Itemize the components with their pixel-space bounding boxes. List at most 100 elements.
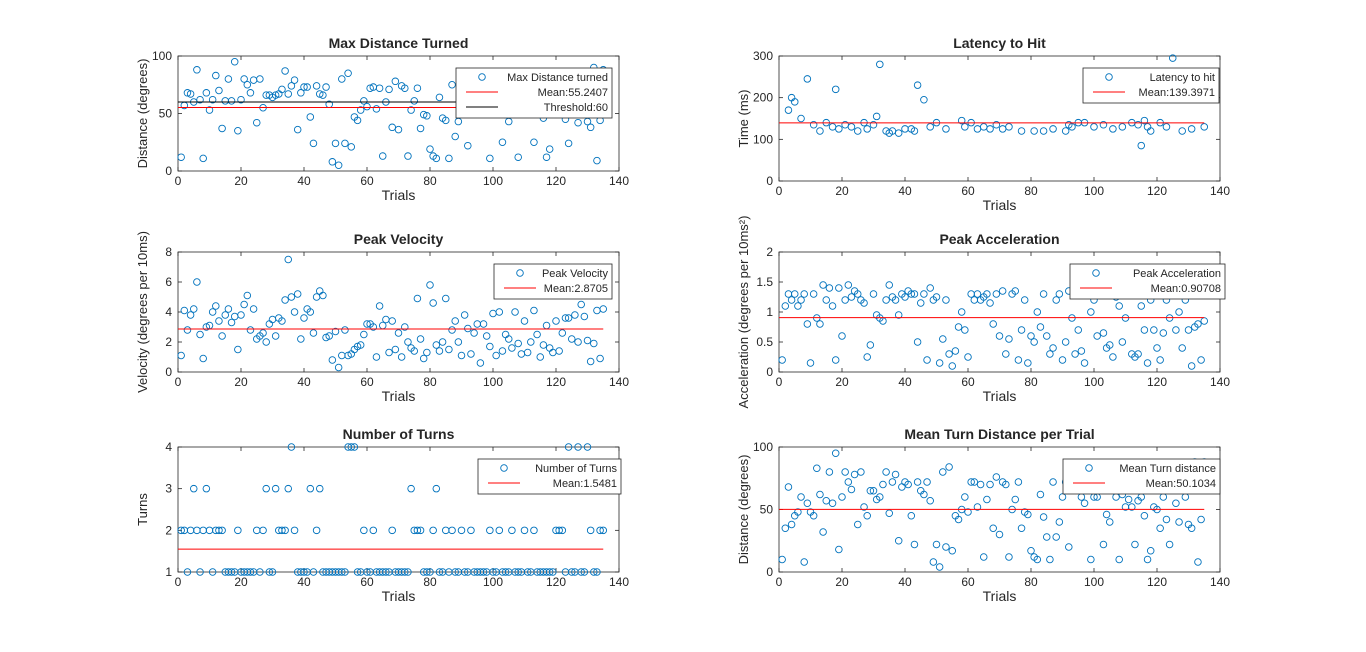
data-point (208, 308, 217, 316)
data-point (583, 443, 592, 451)
x-tick-label: 60 (360, 174, 374, 188)
data-point (1140, 512, 1149, 520)
data-point (1024, 510, 1032, 519)
data-point (227, 318, 236, 327)
data-point (809, 512, 818, 520)
y-tick-label: 300 (753, 49, 773, 63)
data-point (596, 354, 604, 363)
data-point (309, 139, 318, 148)
data-point (1002, 350, 1010, 358)
data-point (300, 83, 308, 91)
legend-marker (1105, 73, 1113, 81)
legend-marker (516, 269, 524, 277)
x-tick-label: 40 (297, 375, 311, 389)
data-point (1115, 555, 1123, 564)
data-point (284, 90, 293, 98)
data-point (1150, 326, 1158, 334)
data-point (322, 83, 330, 91)
data-point (854, 290, 862, 298)
legend-label: Threshold:60 (544, 102, 608, 114)
data-point (1099, 120, 1108, 129)
data-point (467, 350, 475, 358)
data-point (435, 93, 444, 102)
data-point (212, 302, 220, 310)
data-point (920, 290, 928, 298)
data-point (945, 350, 953, 358)
data-point (300, 314, 308, 322)
data-point (287, 82, 296, 90)
data-point (1011, 287, 1020, 295)
data-point (980, 553, 988, 561)
data-point (196, 568, 204, 576)
data-point (907, 512, 916, 520)
data-point (939, 335, 947, 343)
data-point (460, 568, 469, 576)
data-point (1039, 127, 1048, 135)
x-tick-label: 100 (483, 375, 503, 389)
data-point (407, 484, 415, 493)
data-point (489, 568, 497, 576)
data-point (558, 526, 567, 535)
chart-peak-acceleration: 0 20 40 60 80 100 120 140 0 0.5 1 1.5 2 Peak Accelera… (736, 216, 1230, 409)
data-point (1184, 326, 1193, 334)
data-point (1197, 356, 1205, 364)
data-point (486, 154, 494, 163)
data-point (923, 478, 931, 486)
y-tick-label: 50 (159, 107, 173, 121)
data-point (558, 329, 567, 337)
x-tick-label: 120 (546, 375, 566, 389)
data-point (1080, 499, 1089, 508)
data-point (316, 90, 324, 98)
data-point (1140, 326, 1149, 334)
data-point (482, 332, 491, 340)
data-point (385, 85, 393, 94)
data-point (983, 290, 991, 298)
data-point (860, 503, 868, 511)
data-point (341, 326, 349, 334)
data-point (545, 145, 554, 153)
chart-latency: 0 20 40 60 80 100 120 140 0 100 200 300 Latency to H… (736, 35, 1230, 213)
data-point (1027, 332, 1035, 340)
data-point (1187, 362, 1196, 370)
data-point (1137, 141, 1145, 150)
data-point (442, 116, 450, 125)
data-point (586, 123, 595, 132)
data-point (910, 290, 919, 298)
x-tick-label: 80 (423, 375, 437, 389)
data-point (451, 317, 459, 325)
data-point (1068, 123, 1076, 131)
data-point (388, 317, 396, 325)
data-point (866, 341, 875, 349)
data-point (180, 306, 189, 315)
data-point (202, 89, 211, 97)
data-point (293, 290, 302, 298)
data-point (306, 484, 315, 493)
data-point (363, 320, 371, 328)
y-axis-label: Distance (degrees) (135, 59, 150, 169)
data-point (498, 138, 507, 146)
x-tick-label: 20 (835, 375, 849, 389)
data-point (183, 89, 192, 97)
data-point (1178, 344, 1186, 352)
data-point (599, 526, 608, 535)
x-tick-label: 100 (1084, 575, 1104, 589)
chart-number-of-turns: 0 20 40 60 80 100 120 140 1 2 3 4 Number of Turns Tri… (135, 426, 629, 604)
data-point (536, 353, 545, 361)
y-tick-label: 3 (165, 482, 172, 496)
data-point (1194, 320, 1202, 328)
data-point (784, 106, 793, 114)
data-point (334, 363, 343, 372)
data-point (183, 568, 192, 576)
data-point (243, 291, 252, 300)
data-point (1099, 540, 1108, 549)
data-point (869, 487, 878, 495)
data-point (1156, 524, 1164, 533)
data-point (527, 338, 535, 346)
data-point (464, 141, 472, 150)
data-point (338, 568, 346, 576)
data-point (866, 487, 875, 495)
data-point (800, 290, 808, 298)
data-point (819, 281, 827, 289)
data-point (360, 526, 368, 535)
data-point (1017, 524, 1026, 533)
